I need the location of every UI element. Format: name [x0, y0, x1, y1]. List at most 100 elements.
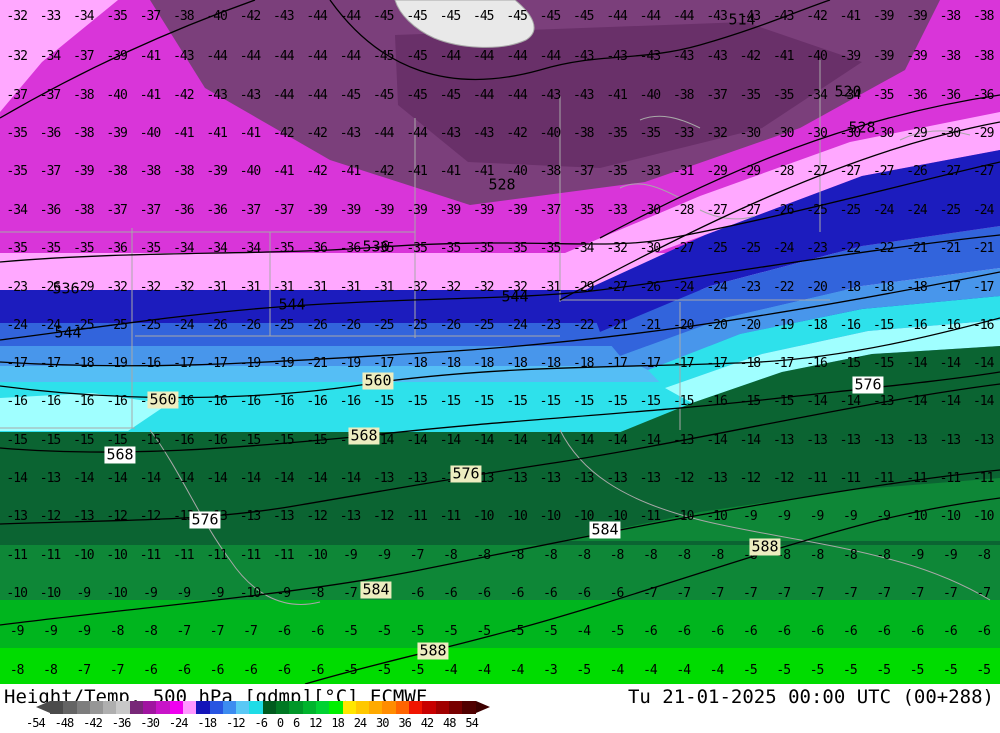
temperature-value: -35 [473, 241, 494, 256]
temperature-value: -30 [639, 241, 661, 256]
temperature-value: -41 [273, 164, 294, 179]
colorbar-segments [50, 701, 476, 714]
temperature-value: -36 [906, 88, 927, 103]
temperature-value: -15 [139, 433, 161, 448]
temperature-value: -43 [473, 126, 494, 141]
temperature-value: -36 [972, 88, 994, 103]
temperature-row: -8 -8 -7 -7 -6 -6 -6 -6 -6 -6 -5 -5 -5 -4 -4 -4 -3 -5 -4 -4… [0, 663, 1000, 679]
colorbar-segment [89, 701, 104, 714]
temperature-value: -40 [806, 49, 827, 64]
temperature-value: -7 [109, 663, 125, 678]
colorbar-tick: 24 [353, 716, 367, 730]
temperature-value: -27 [872, 164, 894, 179]
temperature-value: -31 [339, 280, 361, 295]
temperature-value: -32 [506, 280, 527, 295]
temperature-value: -16 [839, 318, 861, 333]
temperature-value: -14 [6, 471, 27, 486]
temperature-value: -13 [539, 471, 561, 486]
temperature-value: -5 [943, 663, 958, 678]
temperature-value: -44 [206, 49, 227, 64]
temperature-value: -14 [173, 471, 194, 486]
temperature-value: -10 [906, 509, 927, 524]
temperature-value: -23 [806, 241, 827, 256]
temperature-value: -39 [106, 126, 127, 141]
temperature-value: -39 [872, 49, 894, 64]
colorbar-segment [143, 701, 157, 714]
temperature-value: -9 [176, 586, 191, 601]
temperature-value: -45 [439, 88, 461, 103]
temperature-value: -19 [339, 356, 361, 371]
temperature-value: -38 [73, 126, 94, 141]
temperature-value: -38 [539, 164, 561, 179]
temperature-row: -17 -17 -18 -19 -16 -17 -17 -19 -19 -21 -19 -17 -18-… [0, 356, 1000, 372]
temperature-value: -5 [476, 624, 491, 639]
temperature-value: -14 [506, 433, 527, 448]
temperature-value: -34 [6, 203, 27, 218]
colorbar-segment [342, 701, 356, 714]
temperature-value: -33 [639, 164, 661, 179]
temperature-value: -35 [639, 126, 661, 141]
temperature-value: -18 [739, 356, 761, 371]
temperature-value: -28 [672, 203, 694, 218]
geography-and-contours-layer [0, 0, 1000, 684]
temperature-value: -14 [406, 433, 427, 448]
temperature-value: -38 [972, 49, 994, 64]
temperature-value: -44 [306, 9, 327, 24]
hudson-bay-water [394, 0, 535, 48]
temperature-value: -25 [473, 318, 494, 333]
temperature-value: -36 [173, 203, 194, 218]
colorbar-tick: 12 [309, 716, 322, 730]
temperature-value: -35 [439, 241, 461, 256]
temperature-value: -10 [972, 509, 994, 524]
height-contour-label: 528 [488, 175, 516, 194]
temperature-value: -43 [606, 49, 627, 64]
temperature-value: -5 [443, 624, 458, 639]
temperature-value: -38 [106, 164, 127, 179]
height-contour-label: 544 [501, 287, 529, 306]
temperature-value: -39 [872, 9, 894, 24]
temperature-value: -20 [706, 318, 727, 333]
temperature-value: -6 [276, 624, 291, 639]
temperature-value: -11 [972, 471, 994, 486]
temperature-value: -25 [939, 203, 961, 218]
temperature-value: -39 [439, 203, 461, 218]
temperature-value: -10 [239, 586, 261, 601]
colorbar-tick: -24 [168, 716, 189, 730]
temperature-value: -12 [772, 471, 794, 486]
temperature-value: -13 [906, 433, 927, 448]
temperature-value: -43 [573, 49, 594, 64]
colorbar-tick: -42 [83, 716, 103, 730]
temperature-value: -6 [543, 586, 558, 601]
temperature-value: -45 [406, 9, 427, 24]
height-contour-label: 520 [834, 82, 862, 101]
temperature-value: -38 [939, 9, 961, 24]
temperature-value: -33 [39, 9, 61, 24]
temperature-value: -36 [206, 203, 227, 218]
temperature-value: -8 [309, 586, 325, 601]
temperature-row: -35 -37 -39 -38 -38 -38 -39 -40 -41 -42 -41 -42 -41-… [0, 164, 1000, 180]
temperature-value: -44 [672, 9, 694, 24]
temperature-value: -15 [39, 433, 61, 448]
temperature-value: -33 [606, 203, 627, 218]
temperature-value: -30 [939, 126, 961, 141]
temperature-value: -41 [339, 164, 361, 179]
temperature-value: -13 [606, 471, 627, 486]
temperature-value: -35 [872, 88, 894, 103]
temperature-value: -16 [273, 394, 294, 409]
colorbar-segment [355, 701, 370, 714]
temperature-value: -30 [739, 126, 761, 141]
colorbar-segment [262, 701, 277, 714]
height-contour-label: 588 [417, 641, 449, 660]
temperature-value: -25 [806, 203, 827, 218]
temperature-value: -35 [139, 241, 161, 256]
temperature-value: -11 [6, 548, 27, 563]
temperature-value: -40 [206, 9, 227, 24]
temperature-value: -4 [609, 663, 625, 678]
temperature-row: -24 -24 -25 -25 -25 -24 -26 -26 -25 -26 -26 -25 -25-… [0, 318, 1000, 334]
temperature-value: -38 [139, 164, 161, 179]
temperature-value: -16 [706, 394, 727, 409]
temperature-value: -41 [839, 9, 861, 24]
temperature-value: -25 [706, 241, 727, 256]
colorbar-tick: 18 [331, 716, 344, 730]
temperature-value: -25 [106, 318, 127, 333]
